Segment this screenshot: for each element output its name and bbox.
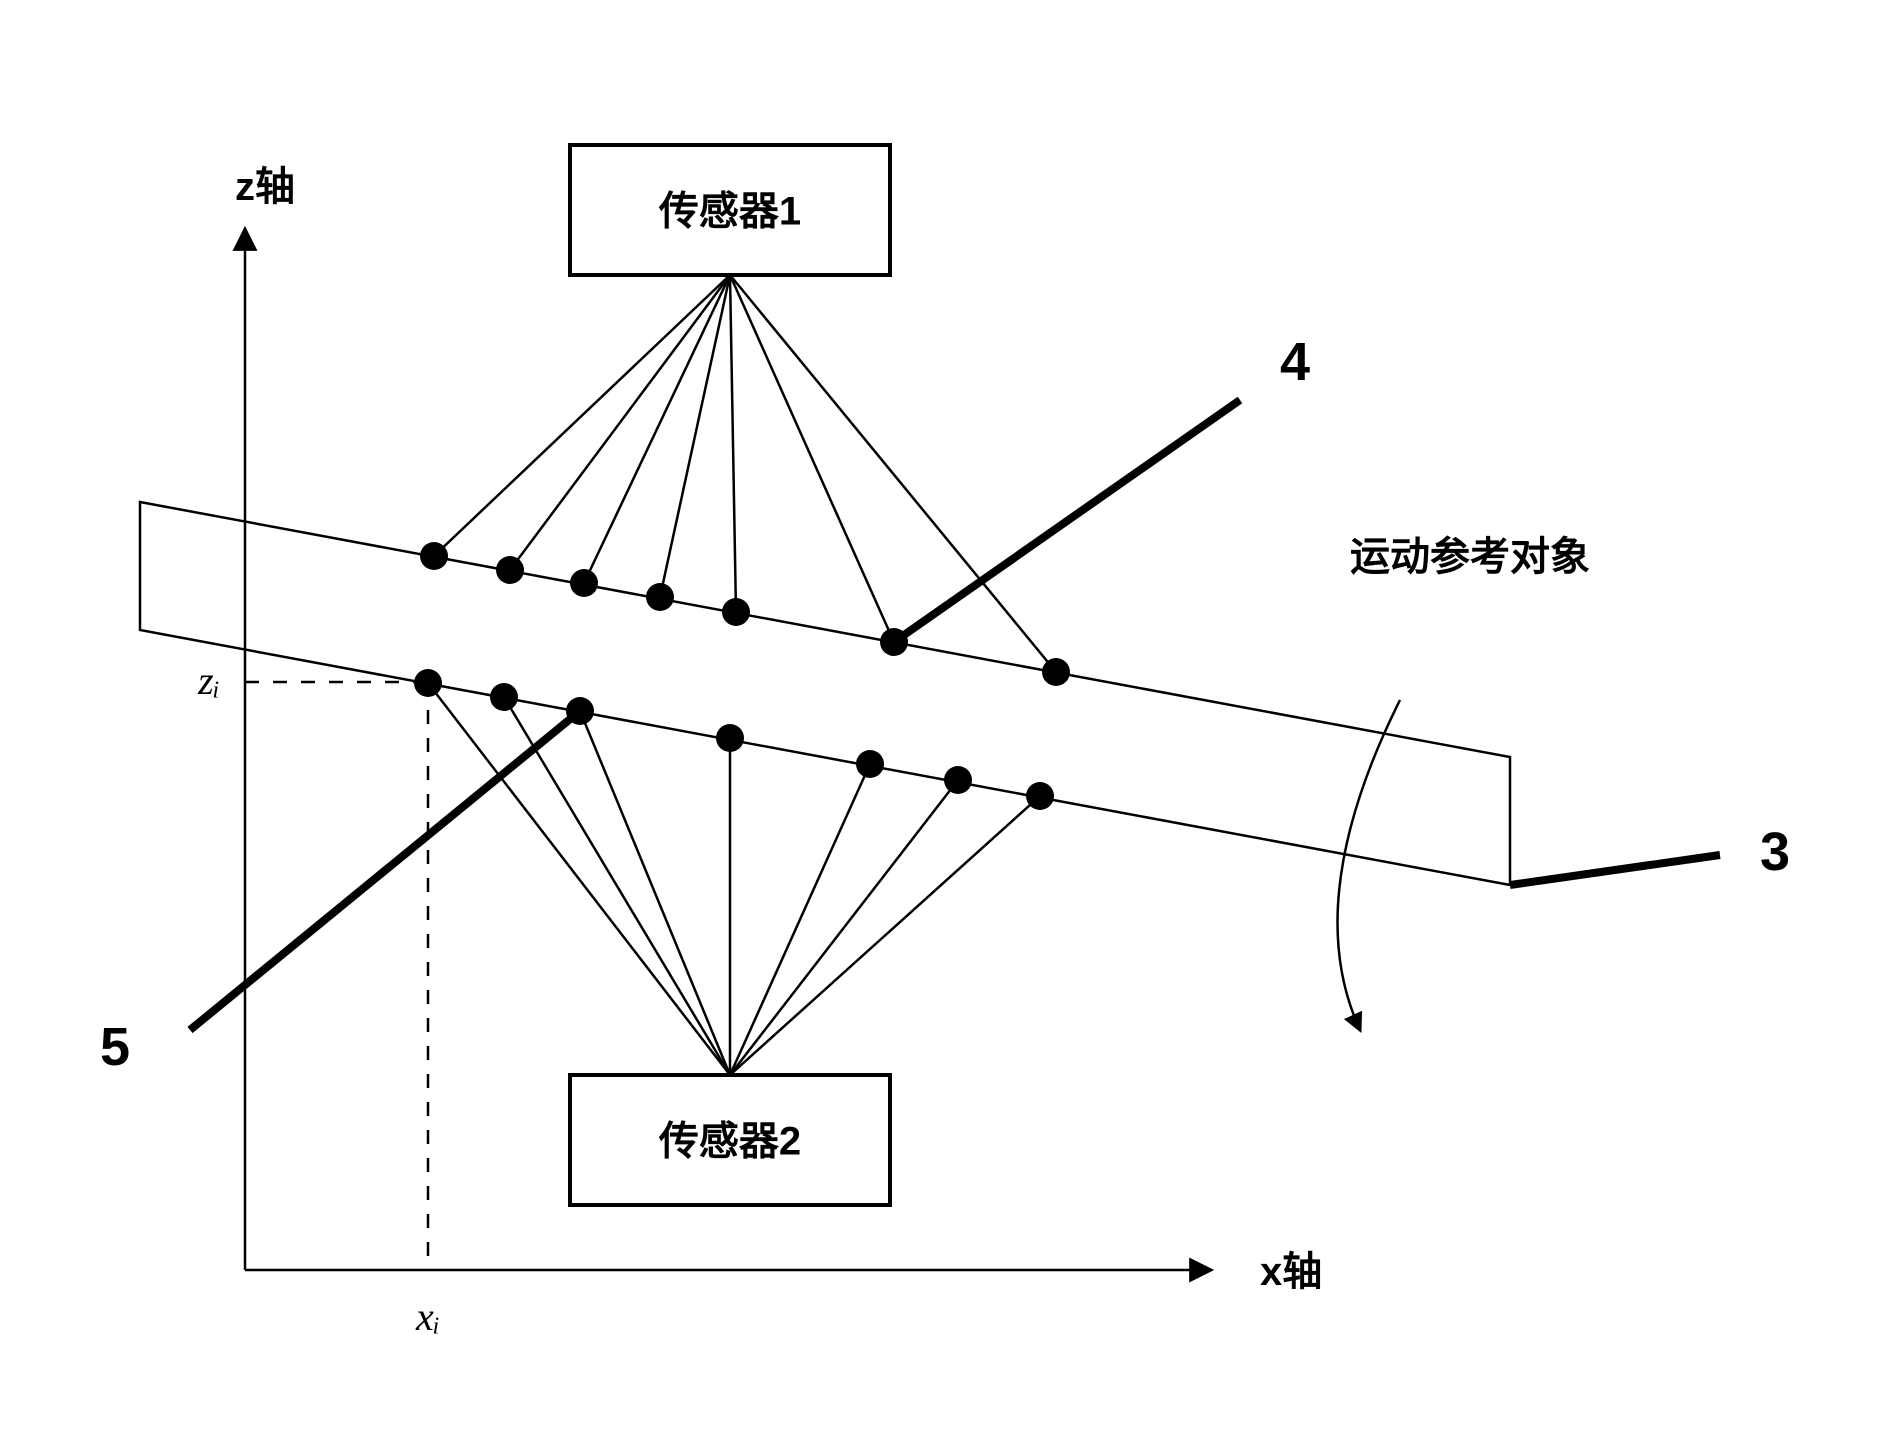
sensor1-rays	[420, 275, 1070, 686]
sensor1-ray	[730, 275, 1056, 672]
callout-4-line	[894, 400, 1240, 642]
callout-5-label: 5	[100, 1017, 130, 1077]
z-axis-label: z轴	[235, 165, 295, 209]
callouts: 4 5 3 运动参考对象	[100, 332, 1790, 1077]
sensor2-hit-dot	[1026, 782, 1054, 810]
callout-4-label: 4	[1280, 332, 1310, 392]
xi-label: xᵢ	[415, 1294, 440, 1339]
sensor2-hit-dot	[490, 683, 518, 711]
sensor2-rays	[414, 669, 1054, 1075]
sensor1-label: 传感器1	[658, 190, 801, 234]
zi-label: zᵢ	[197, 658, 220, 703]
sensor2-label: 传感器2	[658, 1120, 801, 1164]
sensor1-hit-dot	[420, 542, 448, 570]
sensor2-ray	[428, 683, 730, 1075]
sensor1-ray	[584, 275, 730, 583]
callout-5-line	[190, 711, 580, 1030]
sensor1-ray	[730, 275, 894, 642]
sensor2-ray	[730, 796, 1040, 1075]
sensor1-hit-dot	[722, 598, 750, 626]
sensor1: 传感器1	[570, 145, 890, 275]
reference-object-arrow	[1338, 700, 1401, 1030]
sensor2-ray	[580, 711, 730, 1075]
diagram-canvas: x轴 z轴 xᵢ zᵢ 4 5 3 运动参考对象 传感器1 传感器2	[0, 0, 1880, 1446]
callout-3-label: 3	[1760, 822, 1790, 882]
sensor1-ray	[730, 275, 736, 612]
sensor2-hit-dot	[716, 724, 744, 752]
sensor1-ray	[434, 275, 730, 556]
sensor2-ray	[504, 697, 730, 1075]
reference-bar	[140, 502, 1510, 885]
bar-polygon	[140, 502, 1510, 885]
sensor2-hit-dot	[944, 766, 972, 794]
reference-object-label: 运动参考对象	[1350, 535, 1590, 579]
sensor1-hit-dot	[496, 556, 524, 584]
sensor1-hit-dot	[1042, 658, 1070, 686]
sensor1-hit-dot	[570, 569, 598, 597]
sensor1-hit-dot	[646, 583, 674, 611]
sensor2: 传感器2	[570, 1075, 890, 1205]
sensor2-hit-dot	[856, 750, 884, 778]
x-axis-label: x轴	[1260, 1250, 1322, 1294]
callout-3-line	[1510, 855, 1720, 885]
